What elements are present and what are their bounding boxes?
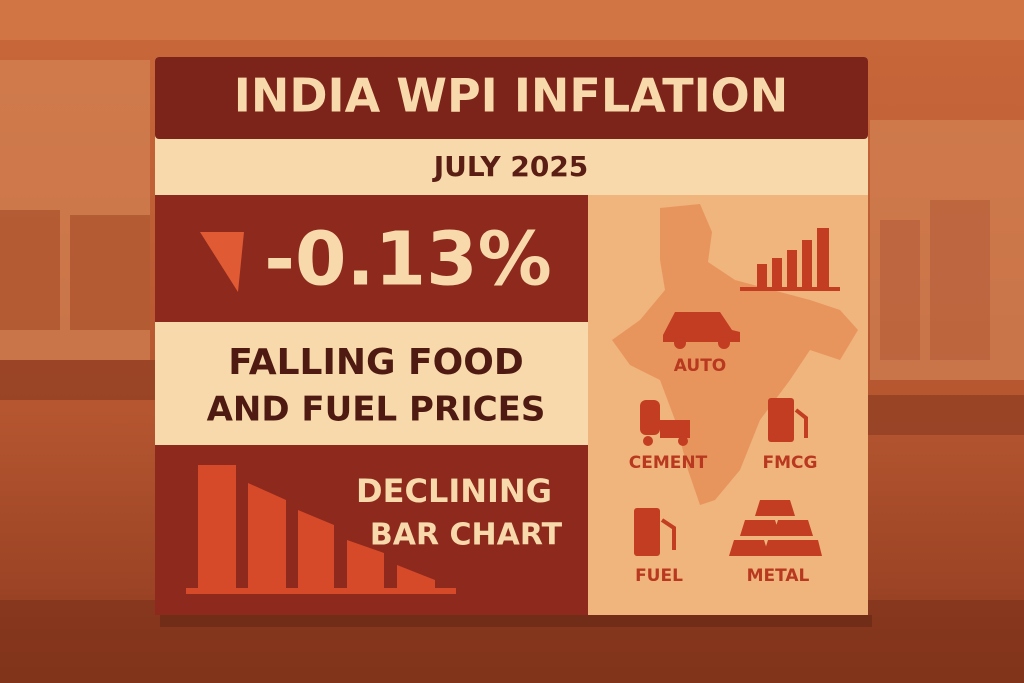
card: [155, 57, 868, 615]
down-arrow-icon: [200, 232, 244, 292]
rising-bars-icon: [740, 228, 840, 291]
mixer-icon: [640, 400, 690, 446]
sector-label: FUEL: [635, 566, 683, 586]
caption-line: FALLING FOOD: [228, 342, 524, 383]
chart-note: DECLINING: [356, 472, 552, 510]
sector-label: CEMENT: [629, 453, 708, 473]
subtitle: JULY 2025: [432, 150, 589, 183]
pump-icon: [768, 398, 808, 442]
fuel-icon: [634, 508, 676, 556]
caption-line: AND FUEL PRICES: [207, 390, 546, 430]
sector-label: METAL: [747, 566, 810, 586]
chart-note: BAR CHART: [370, 518, 563, 553]
car-icon: [663, 312, 740, 349]
sector-label: FMCG: [763, 453, 818, 473]
title: INDIA WPI INFLATION: [234, 69, 789, 123]
india-map: [612, 204, 858, 505]
gold-bars-icon: [729, 500, 822, 556]
sector-label: AUTO: [674, 356, 727, 376]
decorative-bars: [186, 465, 456, 594]
headline-value: -0.13%: [264, 217, 551, 303]
